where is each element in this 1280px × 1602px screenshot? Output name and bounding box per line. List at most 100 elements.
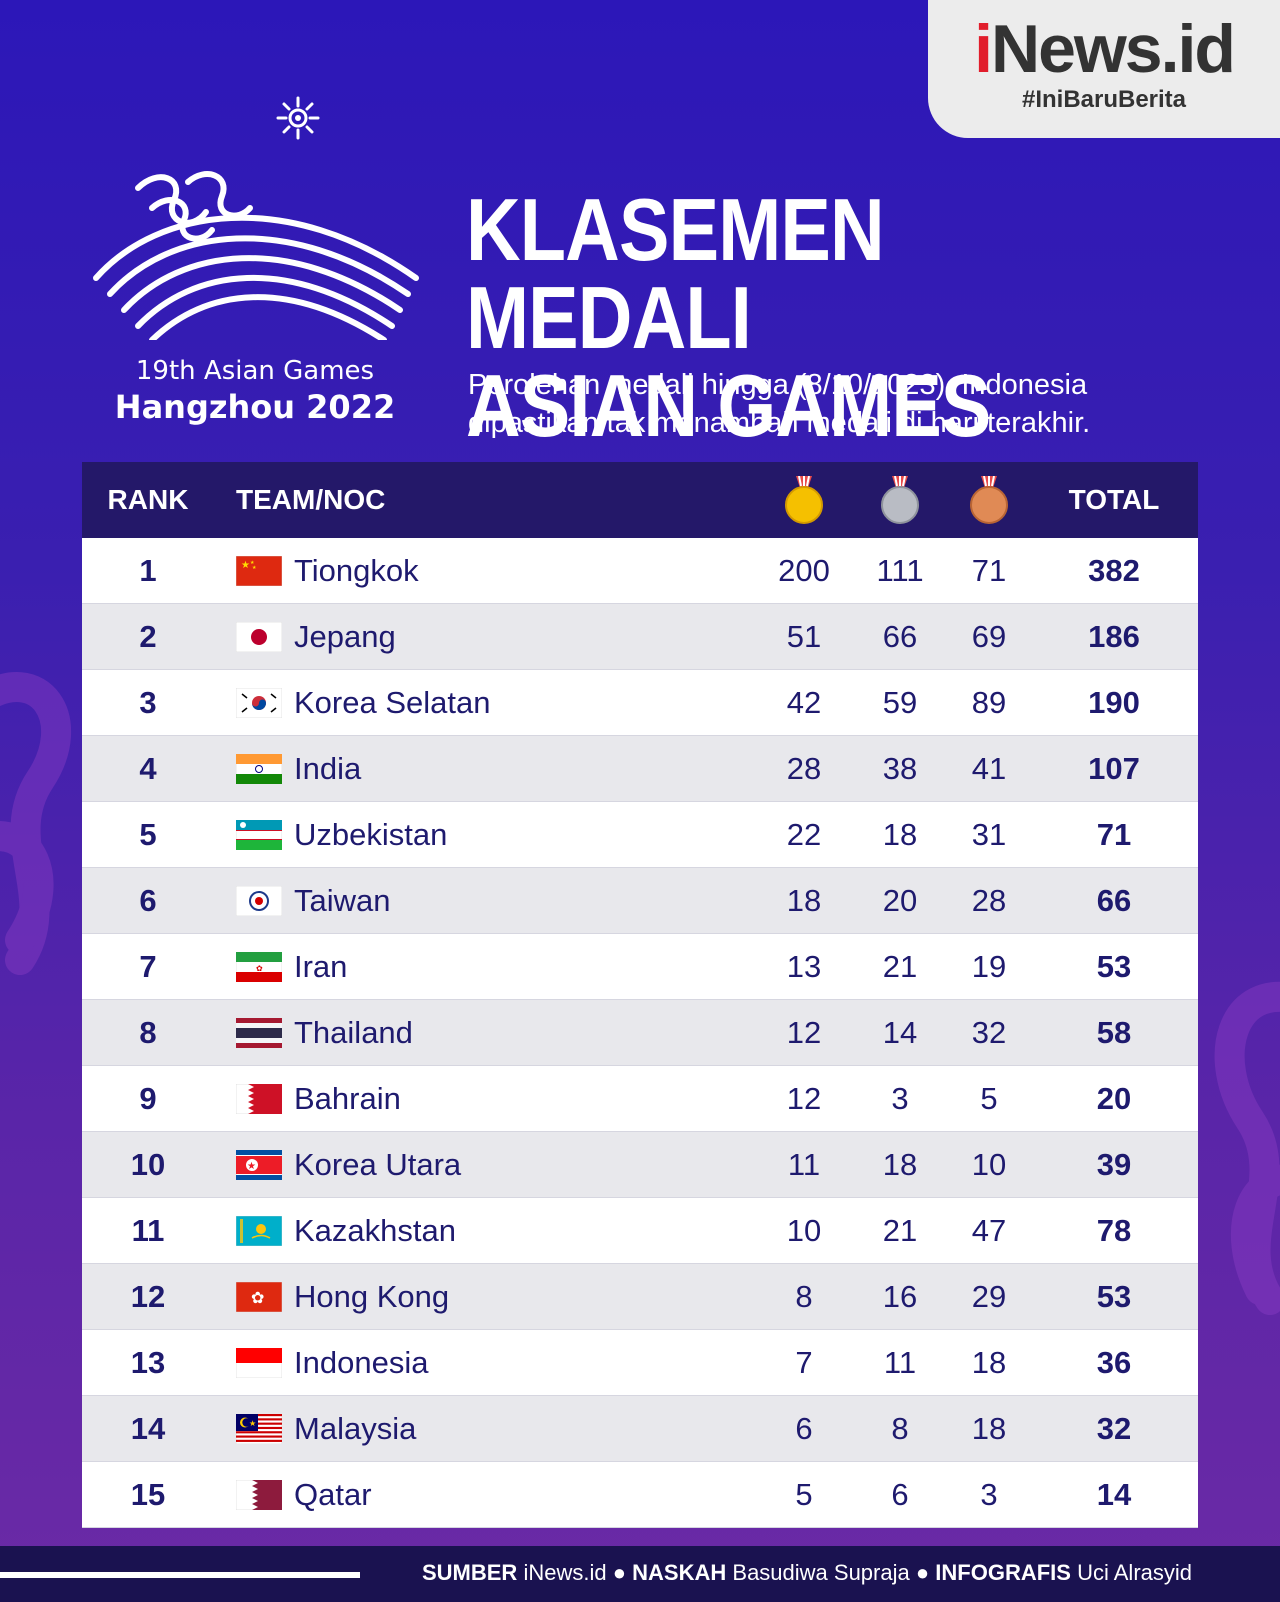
table-row: 15 Qatar 5 6 3 14 <box>82 1462 1198 1528</box>
page-subtitle: Perolehan medali hingga (8/10/2023). Ind… <box>468 366 1228 442</box>
header-gold <box>756 476 852 524</box>
cell-team: ✿ Hong Kong <box>214 1279 694 1315</box>
flag-kr-icon <box>235 687 283 718</box>
cell-bronze: 5 <box>980 1080 998 1116</box>
svg-text:✿: ✿ <box>251 1290 264 1307</box>
team-name: Uzbekistan <box>294 816 448 852</box>
flag-qa-icon <box>235 1479 283 1510</box>
cell-team: ★ Malaysia <box>214 1411 694 1447</box>
team-name: Jepang <box>294 618 396 654</box>
credit-source-value: iNews.id <box>523 1560 607 1585</box>
footer: SUMBER iNews.id ● NASKAH Basudiwa Supraj… <box>0 1546 1280 1602</box>
cell-total: 190 <box>1088 684 1140 720</box>
cell-total: 32 <box>1096 1410 1132 1446</box>
cell-bronze: 10 <box>971 1146 1007 1182</box>
cell-rank: 15 <box>130 1476 166 1512</box>
cell-rank: 12 <box>130 1278 166 1314</box>
credit-source-label: SUMBER <box>421 1560 518 1585</box>
brand-logo: iNews.id <box>928 14 1280 84</box>
cell-rank: 14 <box>130 1410 166 1446</box>
cell-total: 39 <box>1096 1146 1132 1182</box>
cell-bronze: 19 <box>971 948 1007 984</box>
cell-gold: 6 <box>795 1410 813 1446</box>
cell-total: 382 <box>1088 552 1140 588</box>
logo-text-city: Hangzhou 2022 <box>114 388 396 426</box>
cell-total: 53 <box>1096 948 1132 984</box>
cell-gold: 12 <box>786 1014 822 1050</box>
credit-separator: ● <box>915 1560 930 1585</box>
team-name: Kazakhstan <box>294 1212 456 1248</box>
cell-rank: 1 <box>139 552 157 588</box>
brand-logo-rest: News.id <box>990 11 1236 87</box>
credit-writer-label: NASKAH <box>632 1560 727 1585</box>
cell-total: 36 <box>1096 1344 1132 1380</box>
cell-silver: 38 <box>882 750 918 786</box>
cell-silver: 14 <box>882 1014 918 1050</box>
cell-bronze: 89 <box>971 684 1007 720</box>
cell-bronze: 29 <box>971 1278 1007 1314</box>
cell-rank: 4 <box>139 750 157 786</box>
table-row: 13 Indonesia 7 11 18 36 <box>82 1330 1198 1396</box>
team-name: Thailand <box>294 1014 413 1050</box>
subtitle-line-2: dipastikan tak menambah medali di hari t… <box>468 407 1091 439</box>
cell-bronze: 3 <box>980 1476 998 1512</box>
credit-separator: ● <box>612 1560 627 1585</box>
team-name: Iran <box>294 948 348 984</box>
title-line-1: KLASEMEN MEDALI <box>466 180 885 367</box>
cell-bronze: 31 <box>971 816 1007 852</box>
team-name: Qatar <box>294 1476 372 1512</box>
team-name: Taiwan <box>294 882 391 918</box>
team-name: Malaysia <box>294 1410 417 1446</box>
cell-bronze: 18 <box>971 1410 1007 1446</box>
flag-jp-icon <box>235 621 283 652</box>
header-bronze <box>948 476 1030 524</box>
cell-bronze: 69 <box>971 618 1007 654</box>
svg-text:★: ★ <box>252 565 257 571</box>
cell-total: 66 <box>1096 882 1132 918</box>
cell-silver: 59 <box>882 684 918 720</box>
cell-total: 186 <box>1088 618 1140 654</box>
cell-rank: 7 <box>139 948 157 984</box>
cell-silver: 18 <box>882 1146 918 1182</box>
credit-writer-value: Basudiwa Supraja <box>732 1560 910 1585</box>
footer-credits: SUMBER iNews.id ● NASKAH Basudiwa Supraj… <box>422 1560 1192 1586</box>
header-total: TOTAL <box>1068 484 1160 515</box>
logo-text-event: 19th Asian Games <box>135 356 375 386</box>
cell-silver: 21 <box>882 948 918 984</box>
flag-th-icon <box>235 1017 283 1048</box>
flag-hk-icon: ✿ <box>235 1281 283 1312</box>
flag-uz-icon <box>235 819 283 850</box>
cell-total: 71 <box>1096 816 1132 852</box>
cell-silver: 20 <box>882 882 918 918</box>
flag-cn-icon: ★ ★ ★ <box>235 555 283 586</box>
cell-bronze: 71 <box>971 552 1007 588</box>
cell-gold: 5 <box>795 1476 813 1512</box>
cell-total: 14 <box>1096 1476 1132 1512</box>
cell-gold: 18 <box>786 882 822 918</box>
cell-silver: 16 <box>882 1278 918 1314</box>
team-name: Korea Utara <box>294 1146 462 1182</box>
silver-medal-icon <box>881 476 919 524</box>
cell-team: ★ ★ ★ Tiongkok <box>214 553 694 589</box>
table-row: 12 ✿ Hong Kong 8 16 29 53 <box>82 1264 1198 1330</box>
cell-gold: 10 <box>786 1212 822 1248</box>
cell-silver: 11 <box>883 1344 917 1380</box>
table-row: 3 Korea Selatan 42 59 89 190 <box>82 670 1198 736</box>
table-row: 8 Thailand 12 14 32 58 <box>82 1000 1198 1066</box>
cell-team: Taiwan <box>214 883 694 919</box>
cell-team: Indonesia <box>214 1345 694 1381</box>
cell-gold: 28 <box>786 750 822 786</box>
cell-team: Korea Selatan <box>214 685 694 721</box>
cell-team: Kazakhstan <box>214 1213 694 1249</box>
flag-kp-icon: ★ <box>235 1149 283 1180</box>
cell-silver: 6 <box>891 1476 909 1512</box>
cell-silver: 21 <box>882 1212 918 1248</box>
gold-medal-icon <box>785 476 823 524</box>
cell-team: Bahrain <box>214 1081 694 1117</box>
table-row: 14 ★ Malaysia 6 8 18 32 <box>82 1396 1198 1462</box>
flag-kz-icon <box>235 1215 283 1246</box>
header-silver <box>852 476 948 524</box>
cell-gold: 22 <box>786 816 822 852</box>
cell-gold: 200 <box>778 552 830 588</box>
table-row: 10 ★ Korea Utara 11 18 10 39 <box>82 1132 1198 1198</box>
